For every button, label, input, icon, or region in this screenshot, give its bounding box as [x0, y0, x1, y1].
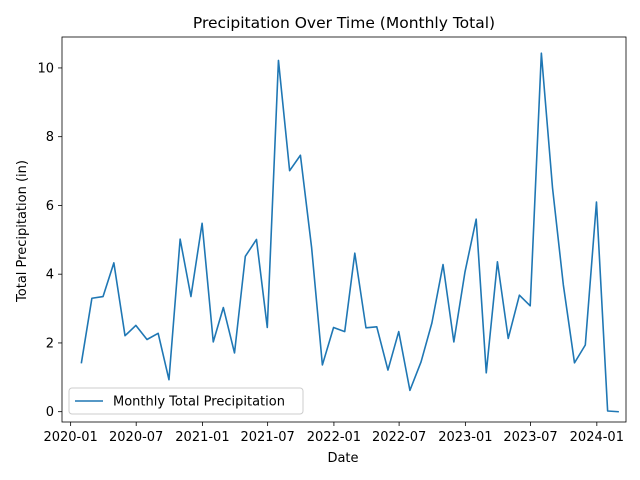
series-line	[80, 52, 619, 413]
x-tick-label: 2020-07	[109, 430, 163, 445]
x-tick-label: 2022-01	[307, 430, 361, 445]
y-tick-label: 8	[46, 130, 54, 145]
x-axis-title: Date	[327, 451, 358, 466]
plot-area	[61, 36, 627, 423]
chart-title: Precipitation Over Time (Monthly Total)	[193, 14, 495, 32]
x-tick-label: 2021-07	[240, 430, 294, 445]
y-tick-label: 2	[46, 336, 54, 351]
x-axis: 2020-01 2020-07 2021-01 2021-07 2022-01 2022-…	[43, 422, 624, 445]
y-axis: 0 2 4 6 8 10	[37, 61, 62, 420]
x-tick-label: 2022-07	[372, 430, 426, 445]
y-axis-title: Total Precipitation (in)	[15, 160, 30, 303]
y-tick-label: 4	[46, 268, 54, 283]
y-tick-label: 6	[46, 199, 54, 214]
y-tick-label: 0	[46, 405, 54, 420]
x-tick-label: 2021-01	[175, 430, 229, 445]
legend-label: Monthly Total Precipitation	[113, 395, 285, 410]
x-tick-label: 2020-01	[43, 430, 97, 445]
y-tick-label: 10	[37, 61, 54, 76]
x-tick-label: 2024-01	[570, 430, 624, 445]
legend: Monthly Total Precipitation	[68, 387, 304, 415]
plot-frame	[61, 36, 627, 423]
legend-box	[68, 387, 304, 415]
x-tick-label: 2023-07	[503, 430, 557, 445]
x-tick-label: 2023-01	[438, 430, 492, 445]
